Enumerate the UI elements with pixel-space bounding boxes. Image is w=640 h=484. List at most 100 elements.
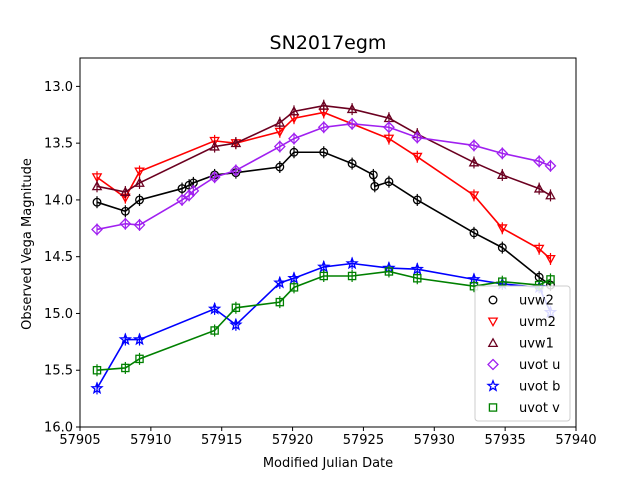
data-point	[231, 303, 241, 313]
data-point	[288, 105, 300, 116]
data-point	[229, 164, 242, 177]
data-point	[118, 332, 133, 346]
data-point	[92, 365, 102, 375]
data-point	[411, 152, 423, 163]
series-line	[96, 123, 551, 231]
legend-item: uvw2	[488, 294, 554, 309]
data-point	[319, 147, 329, 157]
legend-marker	[488, 295, 498, 305]
data-point	[497, 224, 508, 234]
data-point	[318, 100, 330, 110]
series-uvot-v	[92, 265, 555, 377]
legend-marker	[486, 378, 500, 392]
data-point	[347, 159, 357, 169]
legend-item: uvot b	[486, 378, 560, 395]
data-point	[345, 256, 359, 270]
data-point	[209, 141, 220, 151]
data-point	[497, 243, 507, 253]
data-point	[370, 181, 380, 191]
data-point	[275, 162, 285, 172]
legend-item: uvm2	[487, 315, 556, 330]
data-point	[229, 317, 243, 331]
y-tick-label: 13.5	[44, 137, 73, 152]
series-line	[96, 151, 551, 286]
data-point	[412, 195, 422, 205]
data-point	[288, 132, 300, 145]
data-point	[346, 103, 358, 114]
x-tick-label: 57920	[272, 433, 313, 448]
data-point	[134, 177, 145, 187]
legend-marker	[487, 317, 499, 328]
data-point	[207, 301, 222, 315]
legend-label: uvm2	[519, 315, 556, 330]
series-line	[96, 111, 552, 260]
data-point	[287, 271, 301, 284]
data-point	[120, 206, 130, 216]
data-point	[187, 184, 200, 197]
x-tick-label: 57910	[130, 433, 171, 448]
legend-label: uvot v	[519, 401, 560, 416]
series-uvw2	[92, 146, 555, 292]
series-uvw1	[91, 99, 556, 202]
data-point	[383, 134, 395, 145]
legend-marker	[487, 358, 499, 371]
data-point	[468, 191, 480, 201]
data-point	[545, 254, 556, 265]
data-point	[469, 228, 479, 238]
y-axis-label: Observed Vega Magnitude	[20, 158, 35, 330]
plot-frame	[79, 57, 577, 428]
y-tick-label: 14.0	[44, 193, 73, 208]
data-point	[468, 156, 480, 167]
data-point	[274, 117, 286, 127]
legend-label: uvot b	[519, 380, 560, 395]
data-point	[273, 140, 286, 153]
data-point	[533, 183, 545, 193]
series-uvot-u	[91, 117, 557, 236]
data-point	[319, 271, 328, 281]
data-point	[132, 332, 147, 346]
legend-box	[474, 285, 571, 422]
data-point	[176, 194, 188, 206]
axes-layer: 57905 57910 57915 57920 57925 57930 57935 57940…	[44, 57, 597, 448]
data-point	[91, 223, 103, 236]
data-point	[384, 177, 394, 187]
x-axis-label: Modified Julian Date	[263, 456, 393, 471]
data-point	[411, 131, 424, 144]
data-point	[135, 195, 144, 205]
legend-label: uvw1	[519, 337, 554, 352]
legend-marker	[487, 337, 499, 348]
data-point	[347, 271, 357, 281]
data-point	[119, 217, 132, 230]
data-point	[317, 121, 330, 134]
data-point	[346, 117, 359, 130]
data-point	[133, 218, 146, 231]
data-point	[383, 121, 395, 134]
data-point	[209, 136, 220, 147]
data-point	[546, 275, 555, 284]
data-point	[468, 139, 480, 152]
data-point	[533, 155, 546, 168]
data-point	[177, 184, 187, 194]
data-point	[368, 170, 378, 180]
y-tick-label: 15.0	[44, 307, 73, 322]
chart-title: SN2017egm	[270, 32, 387, 54]
data-point	[92, 197, 102, 207]
x-tick-label: 57915	[201, 433, 242, 448]
legend-item: uvot v	[488, 401, 560, 416]
x-tick-label: 57930	[414, 433, 455, 448]
data-point	[210, 326, 219, 335]
data-point	[410, 262, 424, 275]
data-point	[120, 186, 131, 196]
data-point	[183, 189, 196, 202]
data-point	[289, 283, 299, 292]
data-point	[275, 297, 285, 307]
data-point	[413, 274, 422, 283]
legend-item: uvw1	[487, 337, 554, 352]
data-point	[384, 267, 394, 276]
data-point	[91, 173, 103, 183]
legend-marker	[488, 403, 498, 412]
data-point	[498, 277, 507, 286]
legend-label: uvw2	[519, 294, 554, 309]
